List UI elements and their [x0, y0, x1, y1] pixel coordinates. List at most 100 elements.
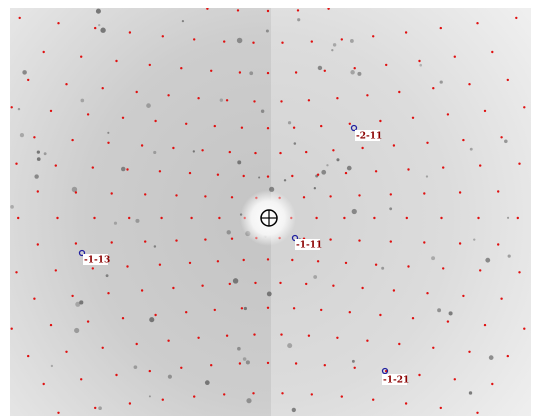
label-text: -1-21 — [383, 376, 409, 386]
dark-spot — [96, 9, 101, 14]
predicted-spot — [477, 217, 479, 219]
predicted-spot — [175, 194, 177, 196]
predicted-spot — [317, 260, 319, 262]
dark-spot — [389, 207, 392, 210]
predicted-spot — [324, 364, 326, 366]
predicted-spot — [136, 91, 138, 93]
dark-spot — [246, 360, 250, 364]
predicted-spot — [267, 10, 269, 12]
dark-spot — [266, 30, 269, 33]
label-text: -1-13 — [84, 256, 110, 266]
dark-spot — [326, 164, 328, 166]
predicted-spot — [65, 351, 67, 353]
predicted-spot — [297, 9, 299, 11]
predicted-spot — [293, 127, 295, 129]
predicted-spot — [154, 120, 156, 122]
predicted-spot — [43, 383, 45, 385]
dark-spot — [508, 255, 511, 258]
predicted-spot — [317, 174, 319, 176]
dark-spot — [431, 256, 435, 260]
predicted-spot — [320, 125, 322, 127]
predicted-spot — [281, 392, 283, 394]
predicted-spot — [280, 333, 282, 335]
predicted-spot — [341, 38, 343, 40]
dark-spot — [292, 408, 296, 412]
predicted-spot — [267, 72, 269, 74]
dark-spot — [10, 205, 14, 209]
predicted-spot — [462, 295, 464, 297]
predicted-spot — [497, 190, 499, 192]
predicted-spot — [55, 269, 57, 271]
predicted-spot — [267, 127, 269, 129]
predicted-spot — [295, 362, 297, 364]
predicted-spot — [507, 355, 509, 357]
predicted-spot — [423, 192, 425, 194]
dark-spot — [469, 391, 472, 394]
predicted-spot — [92, 267, 94, 269]
predicted-spot — [107, 292, 109, 294]
dark-spot — [107, 132, 109, 134]
predicted-spot — [320, 309, 322, 311]
predicted-spot — [281, 42, 283, 44]
predicted-spot — [50, 324, 52, 326]
dark-spot — [121, 167, 125, 171]
predicted-spot — [204, 195, 206, 197]
predicted-spot — [149, 64, 151, 66]
predicted-spot — [345, 172, 347, 174]
predicted-spot — [324, 70, 326, 72]
dark-spot — [318, 66, 322, 70]
predicted-spot — [366, 94, 368, 96]
predicted-spot — [459, 191, 461, 193]
predicted-spot — [518, 271, 520, 273]
predicted-spot — [393, 144, 395, 146]
predicted-spot — [343, 217, 345, 219]
predicted-spot — [484, 324, 486, 326]
dark-spot — [220, 98, 223, 101]
dark-spot — [98, 24, 100, 26]
predicted-spot — [57, 412, 59, 414]
predicted-spot — [102, 87, 104, 89]
predicted-spot — [27, 79, 29, 81]
predicted-spot — [126, 265, 128, 267]
predicted-spot — [468, 351, 470, 353]
predicted-spot — [33, 136, 35, 138]
predicted-spot — [175, 239, 177, 241]
dark-spot — [321, 170, 326, 175]
dark-spot — [168, 375, 172, 379]
predicted-spot — [517, 217, 519, 219]
predicted-spot — [218, 217, 220, 219]
predicted-spot — [440, 27, 442, 29]
predicted-spot — [390, 240, 392, 242]
predicted-spot — [390, 193, 392, 195]
predicted-spot — [267, 175, 269, 177]
predicted-spot — [267, 307, 269, 309]
predicted-spot — [189, 262, 191, 264]
predicted-spot — [479, 164, 481, 166]
predicted-spot — [55, 164, 57, 166]
predicted-spot — [201, 285, 203, 287]
predicted-spot — [185, 123, 187, 125]
predicted-spot — [375, 264, 377, 266]
dark-spot — [182, 20, 184, 22]
predicted-spot — [75, 191, 77, 193]
predicted-spot — [149, 370, 151, 372]
predicted-spot — [291, 259, 293, 261]
predicted-spot — [406, 217, 408, 219]
dark-spot — [297, 18, 300, 21]
predicted-spot — [144, 193, 146, 195]
dark-spot — [237, 160, 241, 164]
predicted-spot — [305, 283, 307, 285]
dark-spot — [154, 245, 156, 247]
dark-spot — [261, 110, 264, 113]
predicted-spot — [19, 17, 21, 19]
predicted-spot — [115, 374, 117, 376]
predicted-spot — [15, 271, 17, 273]
predicted-spot — [354, 67, 356, 69]
predicted-spot — [407, 265, 409, 267]
predicted-spot — [373, 217, 375, 219]
predicted-spot — [172, 287, 174, 289]
predicted-spot — [229, 151, 231, 153]
predicted-spot — [311, 393, 313, 395]
predicted-spot — [154, 314, 156, 316]
dark-spot — [193, 150, 195, 152]
